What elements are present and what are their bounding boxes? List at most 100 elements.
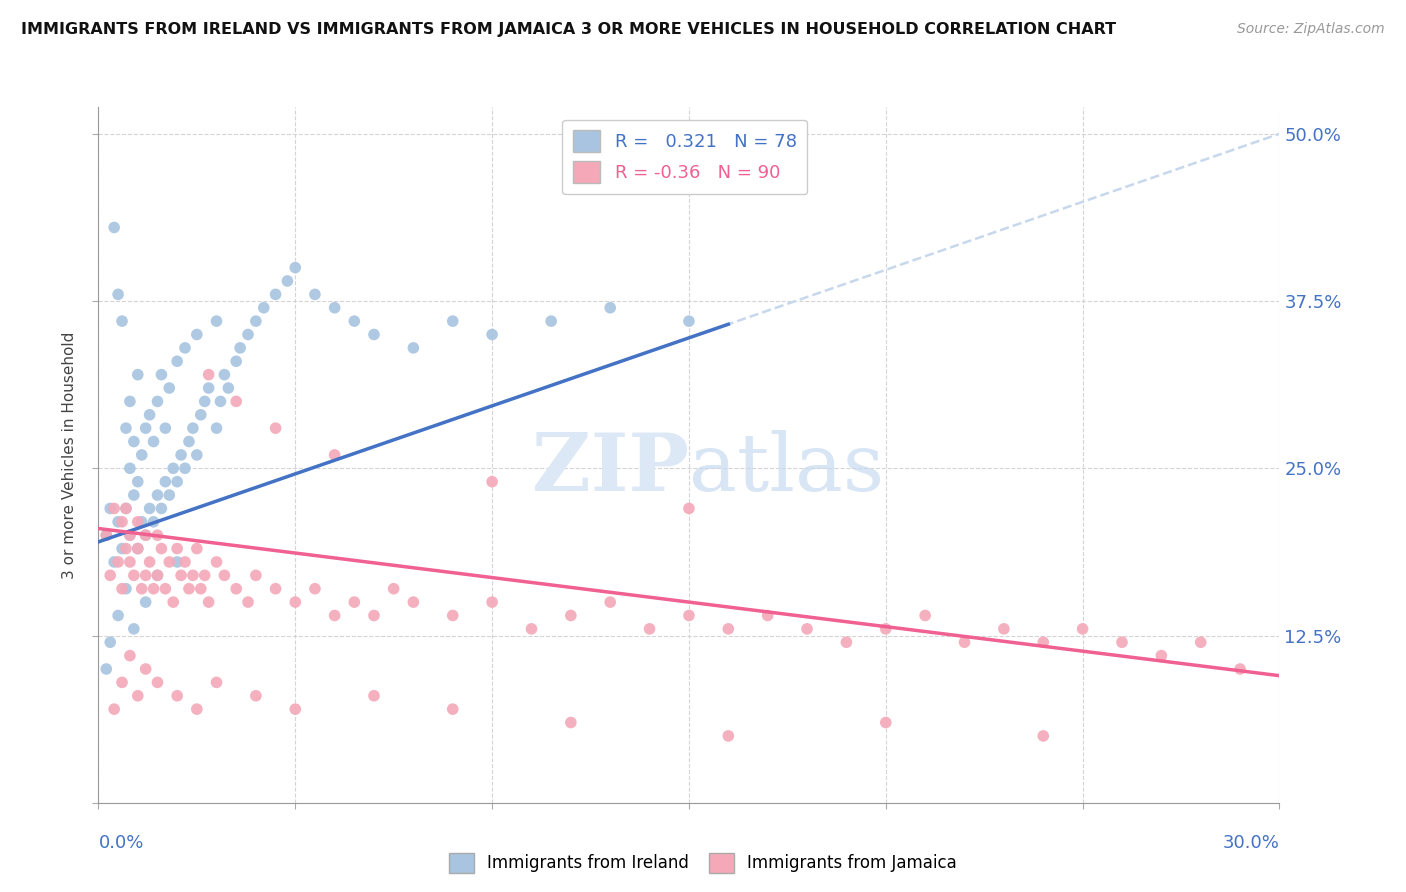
Point [1189,635,1212,649]
Point [245,314,267,328]
Point [111,582,134,596]
Text: atlas: atlas [689,430,884,508]
Point [166,689,188,703]
Point [197,381,219,395]
Point [131,515,153,529]
Point [115,421,138,435]
Point [107,287,129,301]
Point [214,368,236,382]
Point [142,582,165,596]
Point [162,461,184,475]
Text: IMMIGRANTS FROM IRELAND VS IMMIGRANTS FROM JAMAICA 3 OR MORE VEHICLES IN HOUSEHO: IMMIGRANTS FROM IRELAND VS IMMIGRANTS FR… [21,22,1116,37]
Point [197,595,219,609]
Point [245,568,267,582]
Point [115,541,138,556]
Point [118,648,141,663]
Point [181,568,204,582]
Point [111,515,134,529]
Point [177,434,200,449]
Point [146,488,169,502]
Point [127,541,149,556]
Point [284,595,307,609]
Point [157,381,180,395]
Point [190,582,212,596]
Point [150,541,173,556]
Legend: Immigrants from Ireland, Immigrants from Jamaica: Immigrants from Ireland, Immigrants from… [443,847,963,880]
Point [245,689,267,703]
Point [166,354,188,368]
Point [560,715,582,730]
Point [155,582,177,596]
Point [284,702,307,716]
Point [111,675,134,690]
Point [127,475,149,489]
Point [103,555,125,569]
Point [111,541,134,556]
Point [118,528,141,542]
Point [111,314,134,328]
Point [135,568,157,582]
Point [343,314,366,328]
Point [402,595,425,609]
Point [1032,635,1054,649]
Point [103,501,125,516]
Point [157,555,180,569]
Text: 30.0%: 30.0% [1223,834,1279,852]
Point [146,394,169,409]
Point [304,582,326,596]
Point [343,595,366,609]
Point [174,341,197,355]
Point [402,341,425,355]
Point [441,702,464,716]
Point [146,568,169,582]
Point [253,301,276,315]
Point [304,287,326,301]
Point [138,408,160,422]
Point [170,568,193,582]
Point [166,541,188,556]
Point [186,541,208,556]
Point [190,408,212,422]
Point [953,635,976,649]
Point [138,555,160,569]
Point [678,314,700,328]
Point [225,354,247,368]
Point [540,314,562,328]
Text: 0.0%: 0.0% [98,834,143,852]
Point [174,461,197,475]
Point [205,421,228,435]
Point [103,702,125,716]
Point [441,608,464,623]
Point [135,421,157,435]
Point [599,595,621,609]
Point [118,555,141,569]
Point [194,394,217,409]
Point [197,368,219,382]
Point [96,528,118,542]
Point [225,582,247,596]
Point [481,327,503,342]
Point [284,260,307,275]
Point [1229,662,1251,676]
Point [127,689,149,703]
Point [98,501,121,516]
Point [177,582,200,596]
Point [96,662,118,676]
Point [96,528,118,542]
Point [1071,622,1094,636]
Point [115,501,138,516]
Point [717,729,740,743]
Point [1150,648,1173,663]
Point [363,327,385,342]
Point [118,528,141,542]
Point [323,448,346,462]
Text: ZIP: ZIP [531,430,689,508]
Point [122,622,145,636]
Text: Source: ZipAtlas.com: Source: ZipAtlas.com [1237,22,1385,37]
Point [107,515,129,529]
Point [236,595,259,609]
Point [170,448,193,462]
Point [481,595,503,609]
Point [323,608,346,623]
Point [520,622,543,636]
